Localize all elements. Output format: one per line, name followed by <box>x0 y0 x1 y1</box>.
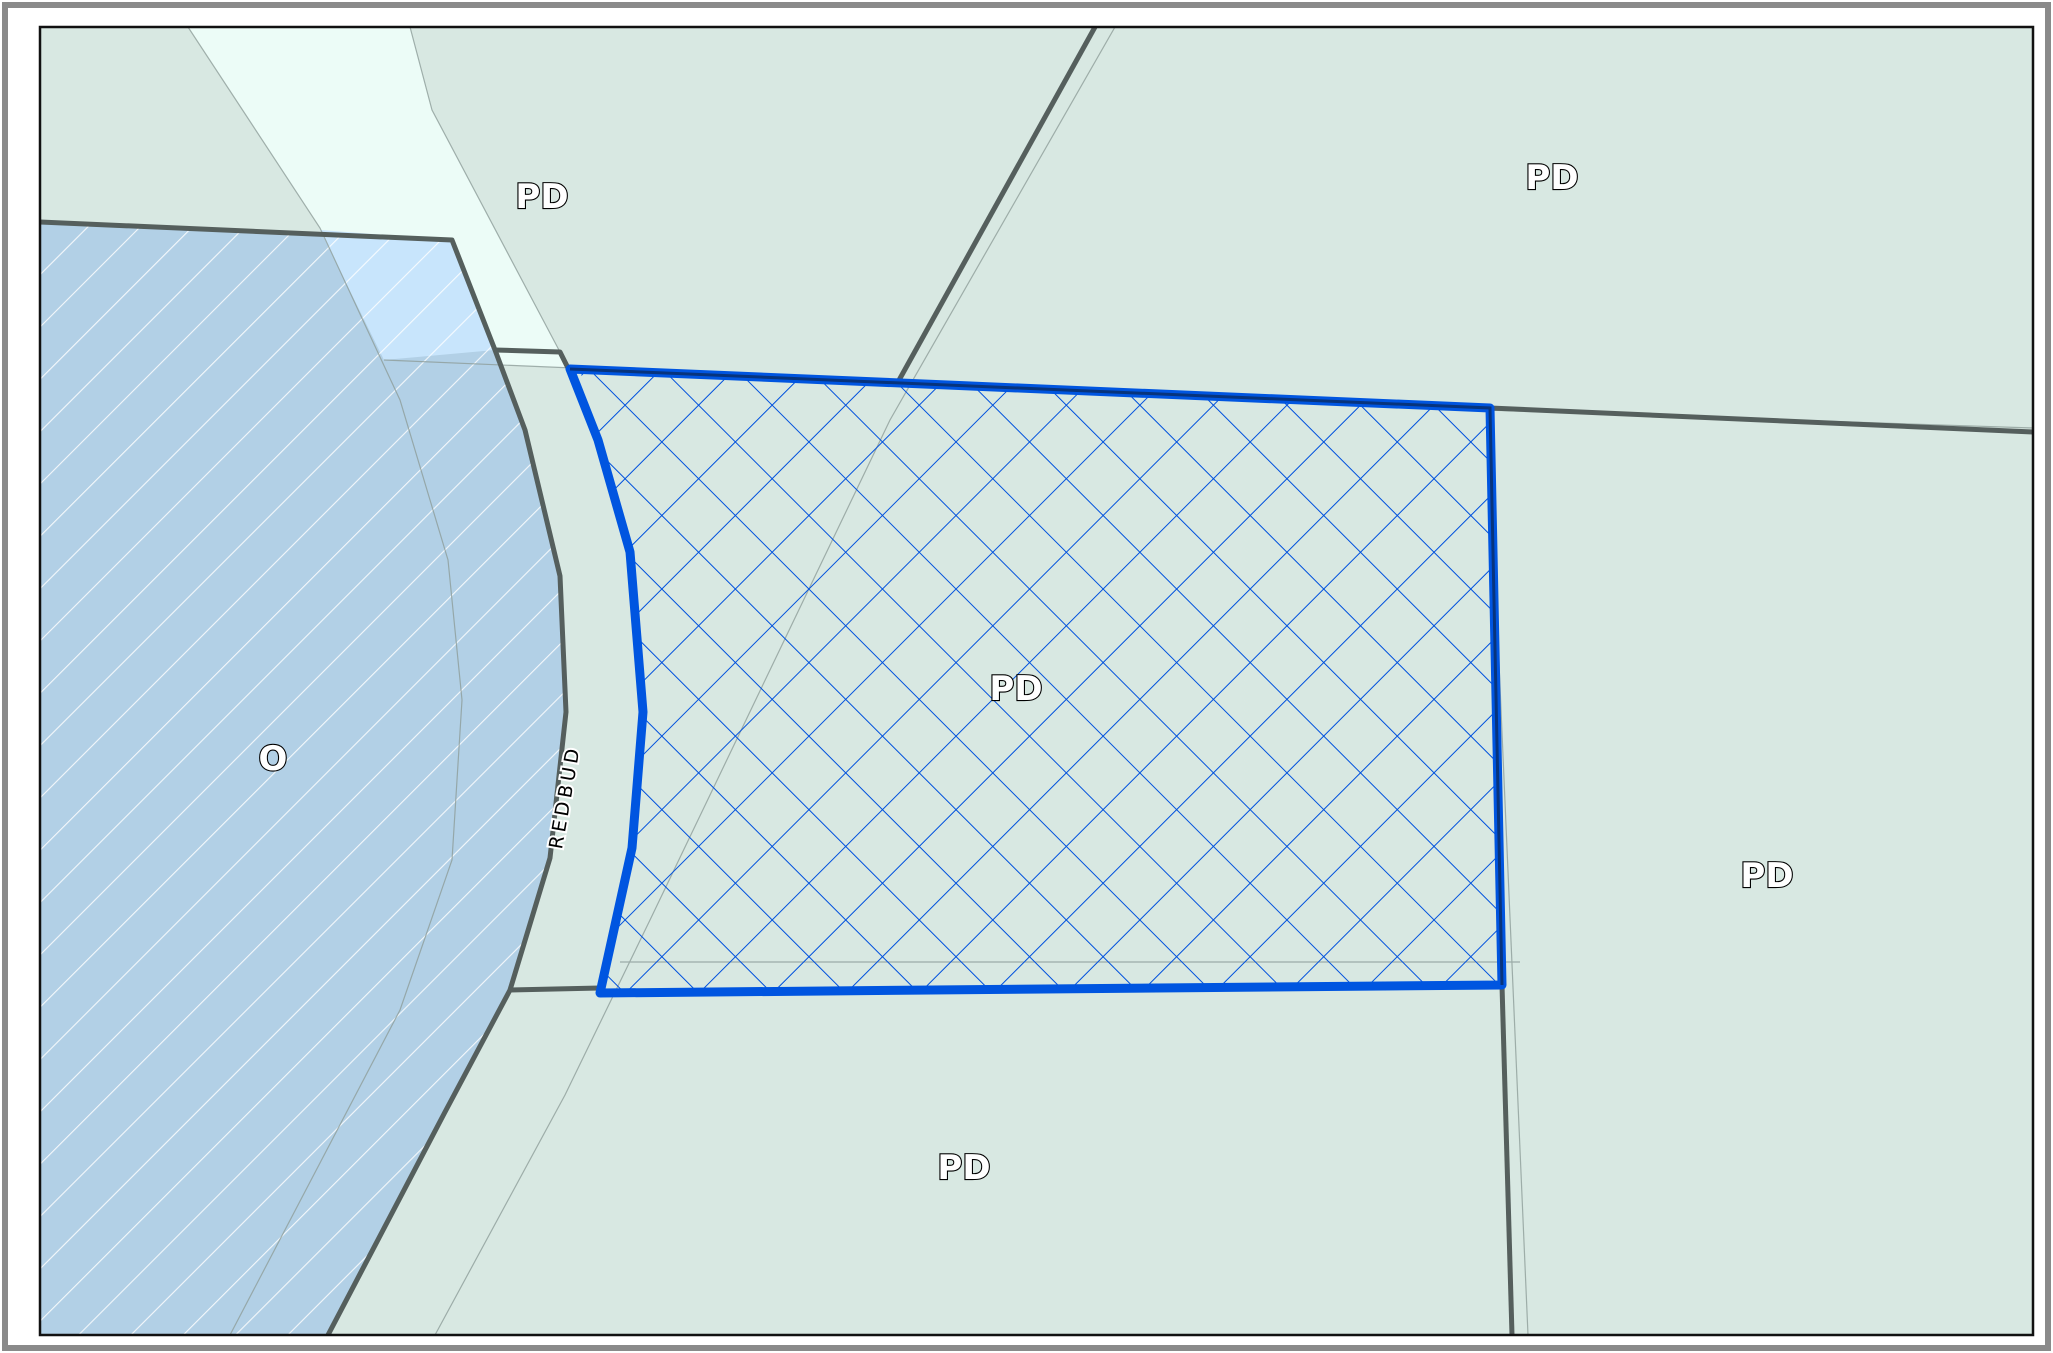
parcel-boundaries <box>40 27 2033 1335</box>
zone-label-pd-selected: PD <box>989 669 1042 709</box>
zone-label-pd-east: PD <box>1740 856 1793 896</box>
selected-parcel[interactable] <box>565 364 1507 998</box>
zone-label-pd-northwest: PD <box>515 177 568 217</box>
zone-label-o: O <box>259 739 288 779</box>
zone-label-pd-northeast: PD <box>1525 158 1578 198</box>
zone-label-pd-south: PD <box>937 1148 990 1188</box>
map-border <box>38 25 2035 1337</box>
zone-o-parcel[interactable] <box>40 222 566 1335</box>
right-of-way-strip <box>188 27 568 368</box>
